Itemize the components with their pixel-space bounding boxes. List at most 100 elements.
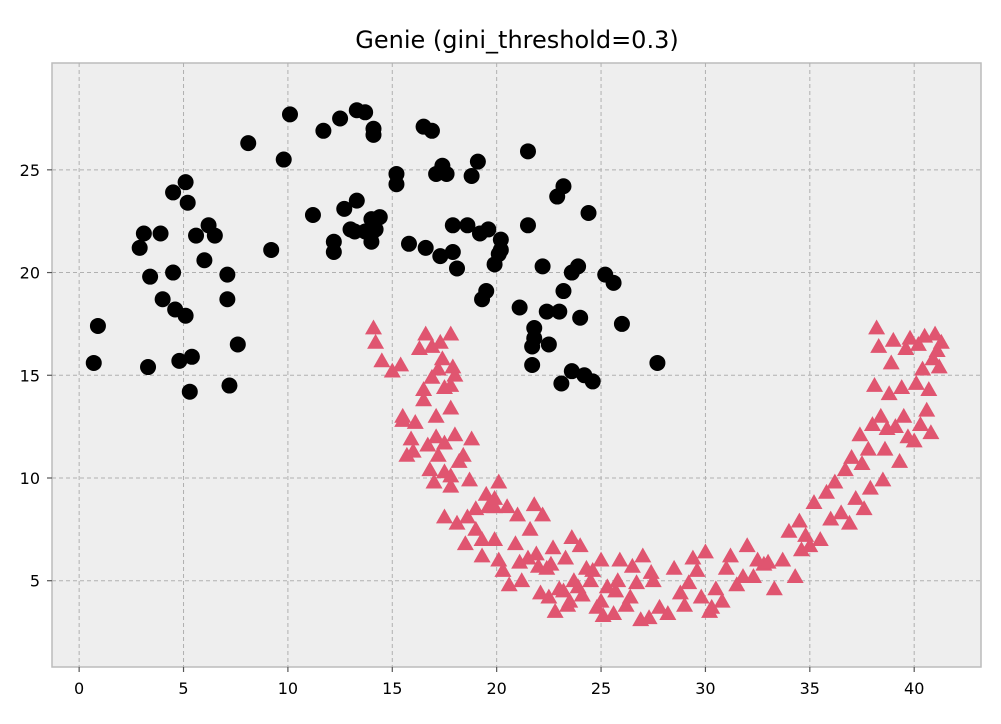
cluster-2-point: [521, 520, 539, 536]
cluster-2-point: [640, 609, 658, 625]
cluster-1-point: [135, 225, 152, 242]
cluster-2-point: [696, 543, 714, 559]
cluster-2-point: [713, 592, 731, 608]
cluster-1-point: [469, 153, 486, 170]
cluster-2-point: [442, 399, 460, 415]
cluster-2-point: [527, 545, 545, 561]
cluster-1-point: [365, 126, 382, 143]
plot-area: [51, 62, 982, 668]
cluster-2-point: [801, 537, 819, 553]
cluster-2-point: [561, 592, 579, 608]
cluster-1-point: [649, 354, 666, 371]
cluster-2-point: [509, 506, 527, 522]
axis-ticks: 0 5 10 15 20 25 30 35 40 5 10 15 20 25: [20, 161, 925, 698]
cluster-1-point: [580, 204, 597, 221]
cluster-1-point: [417, 239, 434, 256]
cluster-2-point: [870, 338, 888, 353]
cluster-2-point: [404, 442, 422, 458]
cluster-2-point: [467, 500, 485, 516]
cluster-2-point: [592, 551, 610, 567]
cluster-1-point: [388, 176, 405, 193]
cluster-2-point: [500, 576, 518, 592]
cluster-1-point: [152, 225, 169, 242]
cluster-2-point: [623, 557, 641, 573]
cluster-2-point: [417, 325, 435, 341]
cluster-2-point: [573, 586, 591, 602]
cluster-2-point: [872, 407, 890, 423]
cluster-2-point: [840, 514, 858, 530]
cluster-2-point: [868, 319, 886, 335]
cluster-2-point: [415, 381, 433, 397]
cluster-1-point: [519, 217, 536, 234]
cluster-1-point: [551, 303, 568, 320]
cluster-2-point: [665, 559, 683, 575]
cluster-2-point: [473, 531, 491, 547]
cluster-2-point: [811, 531, 829, 547]
cluster-2-point: [918, 401, 936, 417]
x-tick-label: 40: [904, 679, 924, 698]
cluster-1-point: [85, 354, 102, 371]
x-tick-label: 0: [74, 679, 84, 698]
cluster-2-point: [676, 596, 694, 612]
x-tick-label: 35: [800, 679, 820, 698]
cluster-2-point: [924, 350, 942, 366]
cluster-1-point: [206, 227, 223, 244]
cluster-2-point: [880, 385, 898, 401]
cluster-2-point: [932, 333, 950, 349]
cluster-1-point: [540, 336, 557, 353]
cluster-1-point: [131, 239, 148, 256]
cluster-2-point: [717, 559, 735, 575]
cluster-2-point: [891, 453, 909, 468]
cluster-2-point: [907, 374, 925, 390]
cluster-1-point: [183, 348, 200, 365]
cluster-2-point: [415, 391, 433, 407]
cluster-2-point: [621, 588, 639, 604]
cluster-1-point: [534, 258, 551, 275]
cluster-2-point: [446, 366, 464, 382]
cluster-2-point: [383, 362, 401, 378]
cluster-2-point: [463, 430, 481, 446]
cluster-2-point: [738, 537, 756, 553]
cluster-2-point: [914, 360, 932, 376]
cluster-1-point: [165, 184, 182, 201]
cluster-1-point: [444, 244, 461, 261]
cluster-2-point: [519, 549, 537, 565]
cluster-1-point: [240, 135, 257, 152]
cluster-2-point: [461, 471, 479, 487]
cluster-2-point: [930, 358, 948, 374]
cluster-2-point: [584, 561, 602, 577]
cluster-1-point: [511, 299, 528, 316]
cluster-2-point: [425, 473, 443, 489]
cluster-1-point: [332, 110, 349, 127]
cluster-2-point: [909, 335, 927, 351]
cluster-2-point: [774, 551, 792, 567]
cluster-1-point: [538, 303, 555, 320]
cluster-2-point: [886, 418, 904, 434]
cluster-1-point: [526, 330, 543, 347]
cluster-1-point: [315, 122, 332, 139]
cluster-2-point: [855, 500, 873, 516]
cluster-2-point: [617, 596, 635, 612]
cluster-2-point: [759, 553, 777, 569]
cluster-1-point: [142, 268, 159, 285]
cluster-1-point: [524, 357, 541, 373]
cluster-1-point: [196, 252, 213, 269]
cluster-1-point: [519, 143, 536, 160]
cluster-2-point: [684, 549, 702, 565]
cluster-2-point: [563, 529, 581, 544]
cluster-2-point: [442, 377, 460, 392]
cluster-1-point: [263, 241, 280, 258]
cluster-2-point: [427, 428, 445, 444]
y-tick-label: 5: [30, 572, 40, 591]
cluster-2-point: [421, 461, 439, 477]
cluster-2-point: [458, 508, 476, 524]
cluster-1-point: [165, 264, 182, 281]
cluster-1-point: [348, 192, 365, 209]
cluster-2-point: [866, 377, 884, 392]
cluster-2-point: [818, 483, 836, 499]
x-tick-label: 5: [178, 679, 188, 698]
cluster-2-point: [901, 329, 919, 345]
cluster-2-point: [429, 446, 447, 462]
cluster-2-point: [744, 568, 762, 583]
